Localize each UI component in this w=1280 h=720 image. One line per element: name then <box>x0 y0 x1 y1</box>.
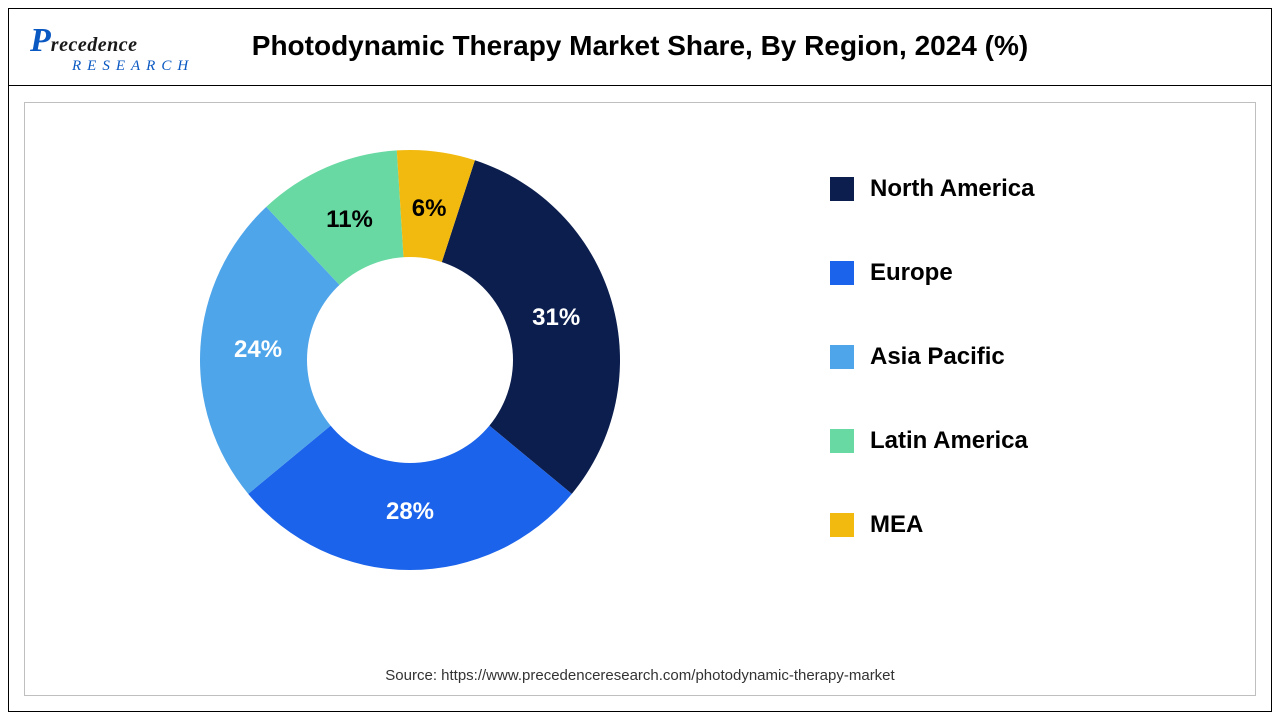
legend-label: Asia Pacific <box>870 343 1005 371</box>
slice-percent-label: 11% <box>326 206 373 234</box>
legend-label: North America <box>870 175 1034 203</box>
legend: North America Europe Asia Pacific Latin Ame… <box>830 175 1190 595</box>
legend-label: Europe <box>870 259 953 287</box>
legend-item: MEA <box>830 511 1190 539</box>
legend-swatch <box>830 513 854 537</box>
legend-swatch <box>830 429 854 453</box>
slice-percent-label: 31% <box>532 304 580 332</box>
slice-percent-label: 28% <box>386 498 434 526</box>
legend-item: North America <box>830 175 1190 203</box>
header-bar: P recedence RESEARCH Photodynamic Therap… <box>8 8 1272 86</box>
source-text: Source: https://www.precedenceresearch.c… <box>0 667 1280 684</box>
donut-hole <box>307 257 513 463</box>
legend-label: Latin America <box>870 427 1028 455</box>
legend-item: Europe <box>830 259 1190 287</box>
legend-item: Asia Pacific <box>830 343 1190 371</box>
slice-percent-label: 24% <box>234 336 282 364</box>
legend-label: MEA <box>870 511 923 539</box>
slice-percent-label: 6% <box>412 195 447 223</box>
chart-title: Photodynamic Therapy Market Share, By Re… <box>8 30 1272 62</box>
legend-item: Latin America <box>830 427 1190 455</box>
legend-swatch <box>830 177 854 201</box>
legend-swatch <box>830 345 854 369</box>
legend-swatch <box>830 261 854 285</box>
donut-chart: 31% 28% 24% 11% 6% <box>180 130 640 590</box>
